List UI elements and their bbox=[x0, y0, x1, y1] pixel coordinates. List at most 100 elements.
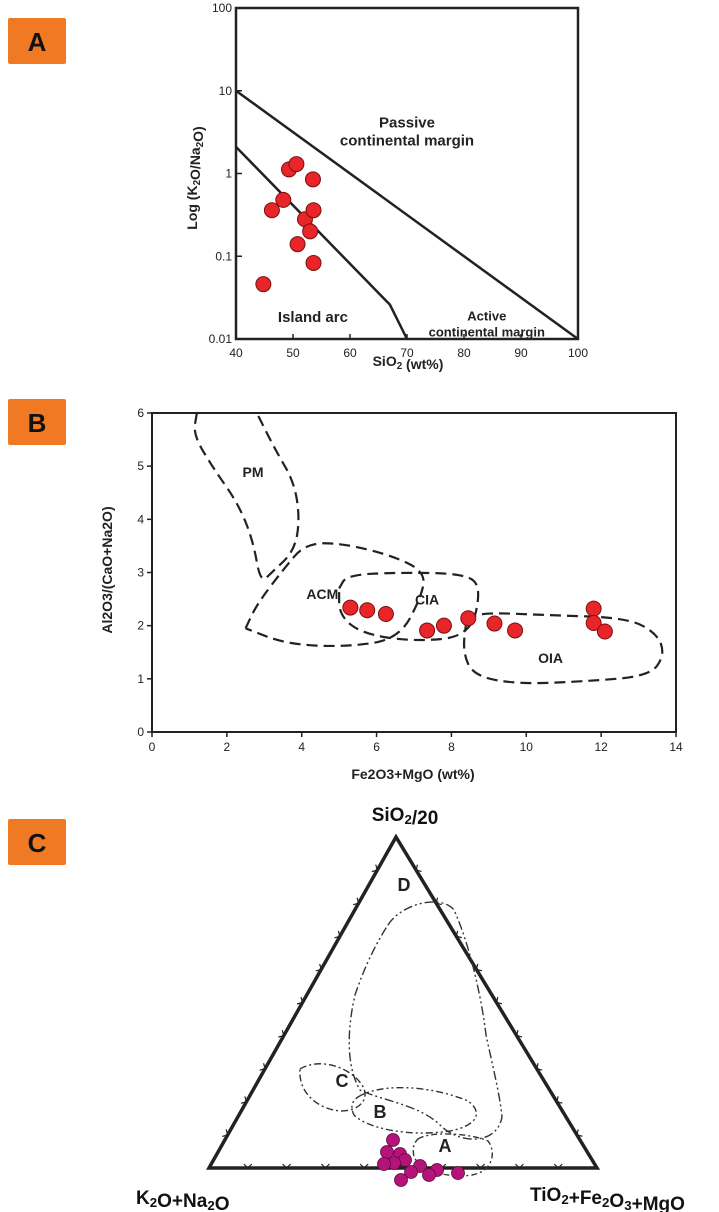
edge-tick bbox=[352, 897, 360, 906]
panel-b-badge bbox=[8, 399, 66, 445]
x-tick-label: 90 bbox=[514, 346, 528, 360]
data-point bbox=[305, 254, 322, 271]
data-point bbox=[377, 1157, 391, 1171]
data-point bbox=[451, 1166, 465, 1180]
y-tick-label: 0 bbox=[137, 725, 144, 739]
chart-c-svg: C SiO2/20 K2O+Na2O TiO2+Fe2O3+MgO D C B A bbox=[8, 805, 685, 1212]
data-point bbox=[302, 223, 319, 240]
region-label: Active continental margin bbox=[429, 309, 545, 340]
x-tick-label: 60 bbox=[343, 346, 357, 360]
field-outline bbox=[244, 542, 425, 648]
field-outline-a bbox=[412, 1133, 493, 1177]
panel-a: A Passive continental margin Island arc Act… bbox=[0, 0, 719, 395]
region-label: Passive continental margin bbox=[340, 114, 474, 149]
x-tick-label: 50 bbox=[286, 346, 300, 360]
edge-tick bbox=[243, 1163, 253, 1169]
y-tick-label: 0.1 bbox=[215, 249, 232, 263]
edge-tick bbox=[334, 930, 341, 939]
data-point bbox=[507, 622, 524, 639]
field-outline bbox=[462, 612, 664, 685]
boundary-line-1 bbox=[235, 89, 579, 341]
data-point bbox=[263, 202, 280, 219]
apex-label-top: SiO2/20 bbox=[372, 805, 439, 829]
panel-c-badge bbox=[8, 819, 66, 865]
edge-tick bbox=[259, 1063, 266, 1071]
field-label: PM bbox=[243, 464, 264, 480]
edge-tick bbox=[415, 864, 422, 873]
y-tick-label: 0.01 bbox=[209, 332, 233, 346]
edge-tick bbox=[222, 1129, 229, 1137]
x-tick-label: 8 bbox=[448, 740, 455, 754]
region-label: Island arc bbox=[278, 309, 348, 326]
y-axis-title: Log (K2O/Na2O) bbox=[184, 126, 206, 229]
data-point bbox=[304, 171, 321, 188]
field-outline-c bbox=[299, 1063, 366, 1112]
field-label: A bbox=[439, 1136, 452, 1156]
x-axis-title: SiO2 (wt%) bbox=[373, 353, 444, 372]
data-point bbox=[596, 623, 613, 640]
data-point bbox=[342, 599, 359, 616]
edge-tick bbox=[296, 996, 304, 1005]
apex-label-right: TiO2+Fe2O3+MgO bbox=[530, 1185, 685, 1212]
field-label: OIA bbox=[538, 650, 563, 666]
y-tick-label: 1 bbox=[137, 672, 144, 686]
edge-tick bbox=[282, 1163, 292, 1169]
y-tick-label: 100 bbox=[212, 1, 232, 15]
x-tick-label: 2 bbox=[224, 740, 231, 754]
panel-c: C SiO2/20 K2O+Na2O TiO2+Fe2O3+MgO D C B A bbox=[0, 795, 719, 1212]
data-point bbox=[394, 1173, 408, 1187]
panel-c-badge-label: C bbox=[28, 828, 47, 858]
x-tick-label: 10 bbox=[520, 740, 534, 754]
field-label: ACM bbox=[306, 586, 338, 602]
data-point bbox=[275, 191, 292, 208]
data-point bbox=[422, 1168, 436, 1182]
edge-tick bbox=[278, 1029, 285, 1038]
edge-tick bbox=[320, 1163, 330, 1169]
data-point bbox=[359, 602, 376, 619]
panel-a-badge-label: A bbox=[28, 27, 47, 57]
panel-a-badge bbox=[8, 18, 66, 64]
x-tick-label: 4 bbox=[298, 740, 305, 754]
edge-tick bbox=[455, 930, 462, 939]
y-axis-title: Al2O3/(CaO+Na2O) bbox=[99, 506, 115, 633]
x-tick-label: 40 bbox=[229, 346, 243, 360]
data-point bbox=[386, 1133, 400, 1147]
edge-tick bbox=[475, 963, 483, 972]
data-point bbox=[255, 276, 272, 293]
edge-tick bbox=[371, 864, 379, 873]
y-tick-label: 4 bbox=[137, 512, 144, 526]
edge-tick bbox=[515, 1029, 523, 1038]
edge-tick bbox=[514, 1163, 524, 1169]
y-tick-label: 10 bbox=[219, 84, 233, 98]
data-point bbox=[377, 605, 394, 622]
panel-b: B PM ACM CIA OIA 0 2 4 6 8 10 12 14 0 1 2 3 4 5 6 Fe2O3+M… bbox=[0, 395, 719, 795]
x-tick-label: 80 bbox=[457, 346, 471, 360]
edge-tick bbox=[535, 1063, 543, 1071]
data-point bbox=[486, 615, 503, 632]
field-label: CIA bbox=[415, 591, 439, 607]
x-axis-title: Fe2O3+MgO (wt%) bbox=[351, 766, 474, 782]
x-tick-label: 70 bbox=[400, 346, 414, 360]
data-point bbox=[585, 615, 602, 632]
data-point bbox=[419, 622, 436, 639]
data-point bbox=[585, 600, 602, 617]
edge-tick bbox=[359, 1163, 369, 1169]
field-outline-d bbox=[348, 901, 503, 1140]
data-point bbox=[435, 617, 452, 634]
field-outline bbox=[338, 571, 480, 642]
field-label: B bbox=[374, 1102, 387, 1122]
edge-tick bbox=[556, 1096, 563, 1104]
y-tick-label: 1 bbox=[225, 167, 232, 181]
edge-tick bbox=[576, 1129, 583, 1137]
data-point bbox=[288, 156, 305, 173]
y-tick-label: 5 bbox=[137, 459, 144, 473]
y-tick-label: 3 bbox=[137, 566, 144, 580]
field-label: D bbox=[398, 875, 411, 895]
plot-frame bbox=[151, 412, 677, 733]
edge-tick bbox=[240, 1096, 248, 1104]
chart-a-svg: A Passive continental margin Island arc Act… bbox=[8, 1, 588, 372]
edge-tick bbox=[495, 996, 503, 1005]
edge-tick bbox=[315, 963, 322, 972]
field-outline-b bbox=[351, 1086, 478, 1134]
